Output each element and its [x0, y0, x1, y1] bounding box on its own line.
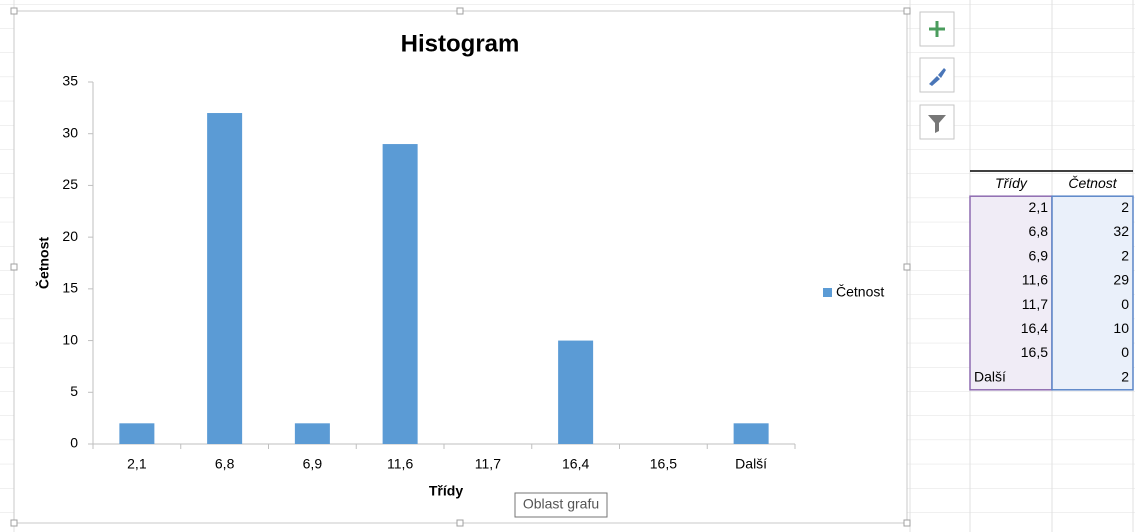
- selection-col2: [1051, 195, 1134, 391]
- bar: [294, 423, 330, 444]
- bar: [119, 423, 155, 444]
- y-tick-label: 10: [62, 331, 78, 347]
- table-cell: 6,8: [1029, 223, 1049, 239]
- selection-col1: [969, 195, 1053, 391]
- tooltip: Oblast grafu: [523, 496, 599, 512]
- table-cell: 2,1: [1029, 199, 1049, 215]
- x-tick-label: 6,8: [215, 456, 235, 472]
- style-button[interactable]: [919, 57, 955, 93]
- table-header: Četnost: [1068, 175, 1117, 191]
- y-tick-label: 35: [62, 73, 78, 89]
- table-cell: 6,9: [1029, 247, 1049, 263]
- table-cell: 11,7: [1022, 296, 1048, 312]
- y-tick-label: 15: [62, 280, 78, 296]
- y-tick-label: 5: [70, 383, 78, 399]
- table-cell: 2: [1121, 247, 1129, 263]
- x-tick-label: 6,9: [303, 456, 323, 472]
- table-cell: 32: [1113, 223, 1129, 239]
- brush-icon: [929, 68, 946, 86]
- chart-area[interactable]: [13, 10, 908, 524]
- table-cell: 16,4: [1021, 320, 1048, 336]
- tooltip-box: [514, 492, 608, 518]
- bar: [207, 113, 243, 445]
- x-tick-label: 16,4: [562, 456, 589, 472]
- y-tick-label: 30: [62, 124, 78, 140]
- y-tick-label: 0: [70, 435, 78, 451]
- chart-title: Histogram: [401, 30, 520, 57]
- y-tick-label: 25: [62, 176, 78, 192]
- table-cell: 29: [1113, 272, 1129, 288]
- bar: [382, 144, 418, 445]
- legend-swatch: [823, 288, 832, 297]
- y-tick-label: 20: [62, 228, 78, 244]
- y-axis-title: Četnost: [35, 237, 52, 289]
- bar: [558, 340, 594, 444]
- x-tick-label: 16,5: [650, 456, 677, 472]
- table-cell: Další: [974, 368, 1006, 384]
- x-tick-label: 11,6: [387, 456, 413, 472]
- x-tick-label: Další: [735, 456, 767, 472]
- table-cell: 16,5: [1021, 344, 1048, 360]
- x-axis-title: Třídy: [429, 483, 463, 499]
- table-cell: 2: [1121, 368, 1129, 384]
- filter-icon: [928, 115, 946, 133]
- table-cell: 10: [1113, 320, 1129, 336]
- resize-handles: [10, 7, 911, 527]
- x-tick-label: 2,1: [127, 456, 147, 472]
- chart-buttons: [919, 11, 955, 140]
- table-header: Třídy: [995, 175, 1028, 191]
- bar: [733, 423, 769, 444]
- x-tick-label: 11,7: [475, 456, 501, 472]
- legend-label: Četnost: [836, 284, 884, 300]
- table-cell: 2: [1121, 199, 1129, 215]
- table-cell: 0: [1121, 344, 1129, 360]
- table-cell: 0: [1121, 296, 1129, 312]
- table-cell: 11,6: [1022, 272, 1048, 288]
- plus-icon: [929, 21, 945, 37]
